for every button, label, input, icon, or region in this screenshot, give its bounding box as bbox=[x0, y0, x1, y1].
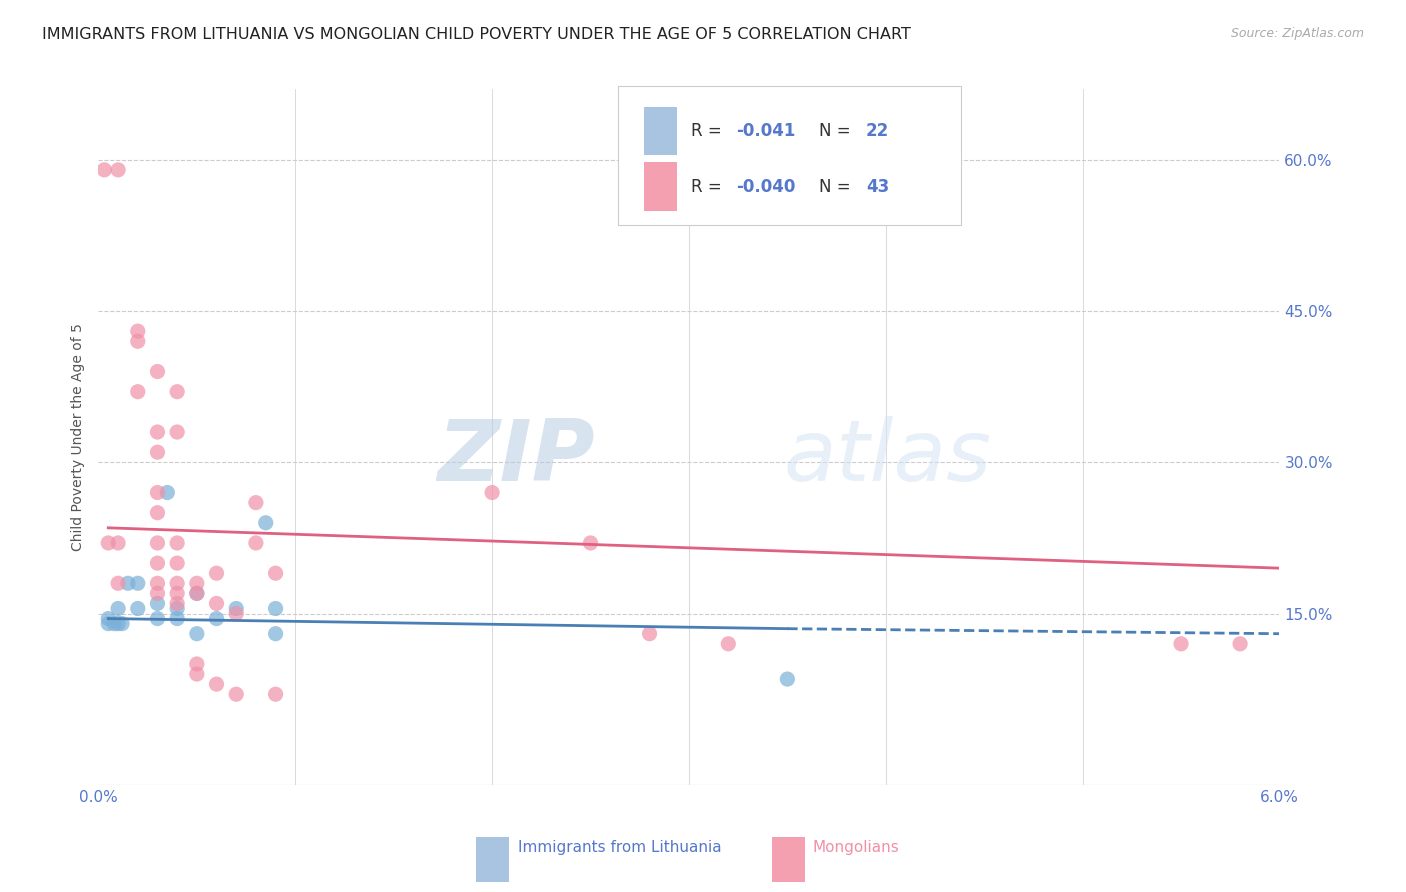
Point bbox=[225, 607, 247, 621]
Point bbox=[264, 601, 287, 615]
Text: -0.040: -0.040 bbox=[737, 178, 796, 195]
Point bbox=[264, 626, 287, 640]
Point bbox=[146, 365, 169, 379]
FancyBboxPatch shape bbox=[644, 162, 678, 211]
Point bbox=[97, 536, 120, 550]
Point bbox=[146, 506, 169, 520]
Point bbox=[717, 637, 740, 651]
Point bbox=[107, 162, 129, 177]
Point bbox=[579, 536, 602, 550]
Text: Source: ZipAtlas.com: Source: ZipAtlas.com bbox=[1230, 27, 1364, 40]
Point bbox=[97, 616, 120, 631]
Point bbox=[186, 576, 208, 591]
Point bbox=[205, 611, 228, 625]
Text: ZIP: ZIP bbox=[437, 417, 595, 500]
FancyBboxPatch shape bbox=[772, 837, 804, 882]
FancyBboxPatch shape bbox=[477, 837, 509, 882]
Point bbox=[205, 597, 228, 611]
Point bbox=[245, 495, 267, 509]
Point bbox=[146, 597, 169, 611]
Point bbox=[481, 485, 503, 500]
Point bbox=[166, 536, 188, 550]
Text: Immigrants from Lithuania: Immigrants from Lithuania bbox=[517, 840, 721, 855]
Point bbox=[103, 616, 125, 631]
Point bbox=[146, 611, 169, 625]
Y-axis label: Child Poverty Under the Age of 5: Child Poverty Under the Age of 5 bbox=[70, 323, 84, 551]
Point bbox=[107, 601, 129, 615]
Point bbox=[127, 384, 149, 399]
Point bbox=[166, 556, 188, 570]
Point bbox=[107, 616, 129, 631]
Point bbox=[146, 485, 169, 500]
Point bbox=[166, 597, 188, 611]
Point bbox=[776, 672, 799, 686]
Point bbox=[254, 516, 277, 530]
Text: N =: N = bbox=[818, 178, 856, 195]
Point bbox=[146, 536, 169, 550]
Point bbox=[1170, 637, 1192, 651]
Point bbox=[93, 162, 115, 177]
Point bbox=[186, 626, 208, 640]
FancyBboxPatch shape bbox=[644, 107, 678, 155]
Point bbox=[127, 601, 149, 615]
Point bbox=[166, 611, 188, 625]
Point bbox=[186, 586, 208, 600]
FancyBboxPatch shape bbox=[619, 86, 960, 225]
Point bbox=[186, 667, 208, 681]
Text: 22: 22 bbox=[866, 122, 890, 140]
Point bbox=[245, 536, 267, 550]
Point bbox=[205, 566, 228, 581]
Point bbox=[107, 536, 129, 550]
Point bbox=[205, 677, 228, 691]
Point bbox=[111, 616, 134, 631]
Point bbox=[264, 687, 287, 701]
Point bbox=[166, 586, 188, 600]
Point bbox=[264, 566, 287, 581]
Point bbox=[107, 576, 129, 591]
Point bbox=[166, 425, 188, 439]
Text: Mongolians: Mongolians bbox=[813, 840, 900, 855]
Text: R =: R = bbox=[692, 178, 727, 195]
Point bbox=[127, 324, 149, 338]
Point bbox=[146, 576, 169, 591]
Point bbox=[225, 601, 247, 615]
Point bbox=[1229, 637, 1251, 651]
Point bbox=[186, 586, 208, 600]
Text: IMMIGRANTS FROM LITHUANIA VS MONGOLIAN CHILD POVERTY UNDER THE AGE OF 5 CORRELAT: IMMIGRANTS FROM LITHUANIA VS MONGOLIAN C… bbox=[42, 27, 911, 42]
Point bbox=[146, 445, 169, 459]
Point bbox=[146, 586, 169, 600]
Point bbox=[638, 626, 661, 640]
Point bbox=[127, 576, 149, 591]
Point bbox=[225, 687, 247, 701]
Text: atlas: atlas bbox=[783, 417, 991, 500]
Point bbox=[146, 425, 169, 439]
Point bbox=[166, 576, 188, 591]
Point bbox=[97, 611, 120, 625]
Text: 43: 43 bbox=[866, 178, 890, 195]
Text: N =: N = bbox=[818, 122, 856, 140]
Text: -0.041: -0.041 bbox=[737, 122, 796, 140]
Point bbox=[166, 384, 188, 399]
Point bbox=[117, 576, 139, 591]
Point bbox=[127, 334, 149, 349]
Point bbox=[146, 556, 169, 570]
Point bbox=[186, 657, 208, 671]
Point bbox=[156, 485, 179, 500]
Text: R =: R = bbox=[692, 122, 727, 140]
Point bbox=[166, 601, 188, 615]
